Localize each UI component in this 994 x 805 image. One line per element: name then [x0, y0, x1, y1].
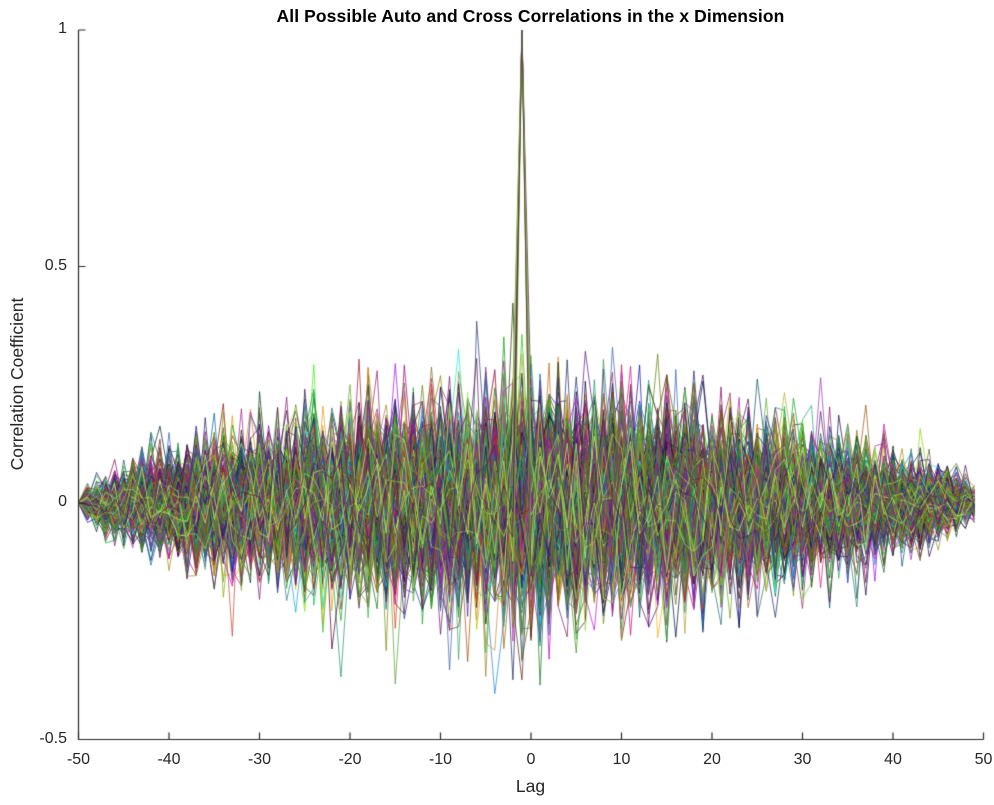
x-tick-label: -40 [157, 751, 181, 768]
x-tick-label: -20 [338, 751, 362, 768]
x-axis-label: Lag [515, 776, 546, 796]
x-tick-label: 30 [793, 751, 812, 768]
y-tick-label: 1 [58, 20, 67, 37]
chart-title: All Possible Auto and Cross Correlations… [276, 6, 785, 26]
y-tick-label: 0.5 [44, 256, 67, 274]
y-tick-label: 0 [58, 493, 67, 510]
x-tick-label: -10 [428, 751, 453, 768]
x-tick-label: 0 [526, 751, 536, 768]
x-tick-label: 20 [703, 751, 721, 768]
y-axis-label: Correlation Coefficient [7, 297, 27, 471]
x-tick-label: 50 [974, 751, 993, 768]
y-tick-label: -0.5 [39, 729, 67, 747]
x-tick-label: 10 [612, 751, 631, 768]
x-tick-label: 40 [884, 751, 902, 768]
x-tick-label: -50 [66, 751, 91, 768]
x-tick-label: -30 [247, 751, 272, 768]
